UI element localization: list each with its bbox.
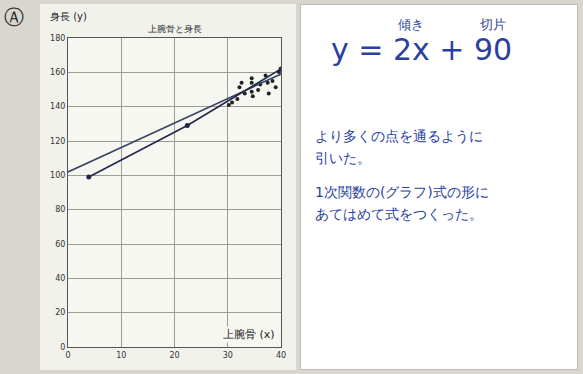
html-text:より多くの点を通るように: より多くの点を通るように — [315, 128, 483, 144]
svg-text:20: 20 — [169, 351, 179, 360]
svg-text:30: 30 — [223, 351, 233, 360]
svg-text:上腕骨と身長: 上腕骨と身長 — [148, 24, 202, 34]
html-text:2x +: 2x + — [393, 32, 474, 67]
svg-text:140: 140 — [50, 102, 65, 111]
svg-text:160: 160 — [50, 68, 65, 77]
svg-text:0: 0 — [65, 351, 70, 360]
html-text:切片: 切片 — [480, 17, 507, 32]
svg-text:100: 100 — [50, 171, 65, 180]
html-text:1次関数の(グラフ)式の形に: 1次関数の(グラフ)式の形に — [315, 184, 489, 200]
svg-text:20: 20 — [55, 308, 65, 317]
svg-text:上腕骨 (x): 上腕骨 (x) — [223, 328, 275, 341]
svg-text:40: 40 — [55, 274, 65, 283]
svg-text:120: 120 — [50, 137, 65, 146]
svg-text:80: 80 — [55, 205, 65, 214]
svg-text:身長 (y): 身長 (y) — [50, 11, 87, 22]
svg-text:10: 10 — [116, 351, 126, 360]
svg-text:40: 40 — [276, 351, 286, 360]
html-text:あてはめて式をつくった。: あてはめて式をつくった。 — [315, 206, 483, 222]
html-text:y =: y = — [331, 32, 393, 67]
html-text:引いた。: 引いた。 — [315, 150, 371, 166]
svg-text:0: 0 — [60, 343, 65, 352]
svg-text:180: 180 — [50, 34, 65, 43]
html-text:90: 90 — [474, 32, 513, 67]
html-text:傾き: 傾き — [398, 17, 425, 32]
svg-text:60: 60 — [55, 240, 65, 249]
